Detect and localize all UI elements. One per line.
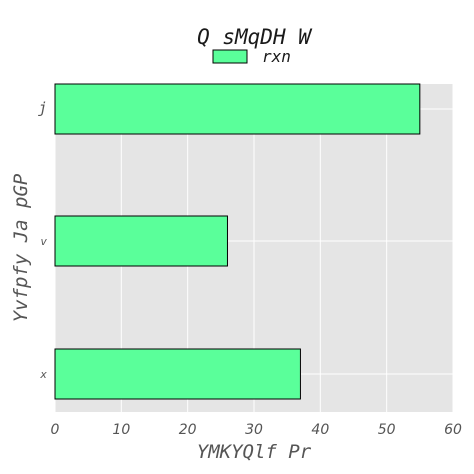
x-tick-label: 50 <box>378 422 396 438</box>
legend-label: rxn <box>262 47 291 66</box>
bar-v <box>54 215 228 267</box>
x-axis-label: YMKYQlf Pr <box>197 441 312 463</box>
y-axis-label: Yvfpfy Ja pGP <box>10 173 32 322</box>
x-ticks: 0 10 20 30 40 50 60 <box>51 422 462 438</box>
legend: rxn <box>212 47 291 66</box>
legend-swatch <box>212 49 248 64</box>
bar-x <box>54 348 301 400</box>
chart-title: Q sMqDH W <box>197 25 313 49</box>
y-tick-label: x <box>39 368 47 381</box>
x-tick-label: 60 <box>444 422 462 438</box>
bars <box>54 83 421 400</box>
bar-j <box>54 83 421 135</box>
x-tick-label: 10 <box>112 422 130 438</box>
x-tick-label: 20 <box>179 422 197 438</box>
y-tick-label: j <box>38 99 47 117</box>
x-tick-label: 30 <box>245 422 263 438</box>
y-tick-label: v <box>40 235 47 248</box>
y-ticks: j v x <box>38 99 47 381</box>
x-tick-label: 40 <box>311 422 329 438</box>
x-tick-label: 0 <box>51 422 60 438</box>
